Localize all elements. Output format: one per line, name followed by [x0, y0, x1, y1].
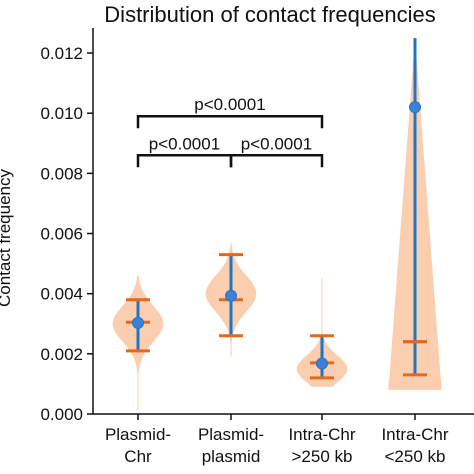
x-tick-label: >250 kb	[292, 447, 353, 466]
mean-point	[132, 316, 144, 329]
plot-area: p<0.0001 p<0.0001 p<0.0001	[112, 38, 442, 411]
x-tick-label: Plasmid-	[105, 425, 171, 444]
mean-point	[409, 101, 421, 114]
p-value-label: p<0.0001	[241, 134, 312, 153]
y-tick-label: 0.010	[40, 104, 83, 123]
x-tick-label: plasmid	[202, 447, 261, 466]
x-tick-label: Intra-Chr	[288, 425, 355, 444]
y-tick-label: 0.008	[40, 164, 83, 183]
x-tick-label: Plasmid-	[198, 425, 264, 444]
chart-title: Distribution of contact frequencies	[104, 2, 435, 27]
y-tick-label: 0.004	[40, 285, 83, 304]
y-axis-label: Contact frequency	[0, 169, 14, 307]
y-tick-label: 0.012	[40, 44, 83, 63]
significance-bracket	[136, 114, 324, 129]
x-tick-label: <250 kb	[385, 447, 446, 466]
y-tick-label: 0.006	[40, 225, 83, 244]
mean-point	[225, 289, 237, 302]
violin-body	[296, 278, 348, 387]
x-tick-label: Chr	[124, 447, 152, 466]
x-tick-label: Intra-Chr	[381, 425, 448, 444]
significance-bracket	[229, 154, 324, 168]
mean-point	[316, 357, 328, 370]
y-tick-label: 0.000	[40, 405, 83, 424]
p-value-label: p<0.0001	[194, 95, 265, 114]
axes: 0.000 0.002 0.004 0.006 0.008 0.010 0.012 Plasm…	[40, 28, 474, 466]
p-value-label: p<0.0001	[149, 134, 220, 153]
y-tick-label: 0.002	[40, 345, 83, 364]
significance-bracket	[136, 154, 233, 168]
